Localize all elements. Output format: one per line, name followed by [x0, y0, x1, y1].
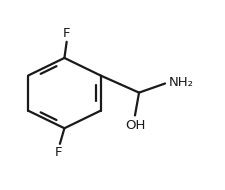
Text: F: F: [55, 146, 62, 159]
Text: F: F: [63, 27, 70, 40]
Text: OH: OH: [124, 119, 144, 132]
Text: NH₂: NH₂: [168, 76, 193, 89]
